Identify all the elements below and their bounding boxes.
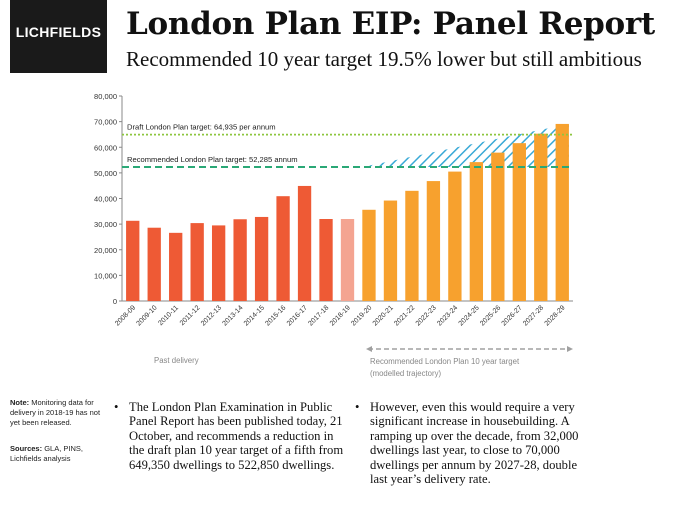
monitoring-note: Note: Monitoring data for delivery in 20…	[10, 398, 102, 428]
projected-annotation-line2: (modelled trajectory)	[370, 369, 441, 378]
bullet-marker: •	[355, 400, 360, 414]
y-tick-label: 30,000	[94, 220, 117, 229]
x-tick-label: 2014-15	[243, 304, 266, 327]
arrow-left-head	[366, 346, 372, 352]
x-tick-label: 2011-12	[179, 304, 202, 327]
bar-2024-25	[469, 162, 484, 301]
y-tick-label: 60,000	[94, 143, 117, 152]
x-tick-label: 2016-17	[286, 304, 309, 327]
bar-2010-11	[169, 232, 183, 301]
bar-2015-16	[276, 196, 290, 301]
past-delivery-annotation: Past delivery	[154, 356, 199, 365]
bar-2028-29	[555, 123, 569, 302]
y-tick-label: 10,000	[94, 271, 117, 280]
bar-2008-09	[126, 220, 140, 301]
bar-2014-15	[254, 216, 269, 301]
x-tick-label: 2024-25	[458, 304, 481, 327]
bar-2011-12	[190, 223, 204, 301]
x-tick-label: 2010-11	[157, 304, 180, 327]
x-tick-label: 2015-16	[264, 304, 287, 327]
x-tick-label: 2022-23	[415, 304, 438, 327]
arrow-right-head	[567, 346, 573, 352]
y-tick-label: 40,000	[94, 195, 117, 204]
x-tick-label: 2020-21	[372, 304, 395, 327]
bar-2027-28	[534, 133, 548, 301]
y-tick-label: 80,000	[94, 92, 117, 101]
x-tick-label: 2019-20	[350, 304, 373, 327]
bullet-text: The London Plan Examination in Public Pa…	[129, 400, 344, 472]
housing-delivery-chart: 0 10,000 20,000 30,000 40,000 50,000 60,000 70,…	[94, 92, 573, 378]
reference-line-label: Draft London Plan target: 64,935 per ann…	[127, 123, 276, 132]
x-tick-label: 2017-18	[307, 304, 330, 327]
x-tick-label: 2023-24	[436, 304, 459, 327]
bar-2009-10	[147, 227, 161, 301]
lichfields-logo: LICHFIELDS	[10, 0, 107, 73]
x-tick-label: 2013-14	[221, 304, 244, 327]
x-tick-label: 2026-27	[501, 304, 524, 327]
bar-2018-19	[340, 219, 355, 301]
page-subtitle: Recommended 10 year target 19.5% lower b…	[126, 47, 642, 71]
x-tick-label: 2009-10	[136, 304, 159, 327]
sources-label: Sources:	[10, 444, 43, 453]
bar-2022-23	[426, 181, 441, 301]
bar-2025-26	[491, 152, 505, 301]
note-text: Monitoring data for delivery in 2018-19 …	[10, 398, 101, 427]
bar-2021-22	[405, 190, 419, 301]
reference-line-label: Recommended London Plan target: 52,285 a…	[127, 155, 298, 164]
bar-2020-21	[383, 200, 398, 301]
x-tick-label: 2018-19	[329, 304, 352, 327]
sources-note: Sources: GLA, PINS, Lichfields analysis	[10, 444, 102, 464]
bar-2019-20	[362, 209, 376, 301]
bar-2013-14	[233, 219, 247, 301]
y-tick-label: 0	[113, 297, 117, 306]
x-tick-label: 2025-26	[479, 304, 502, 327]
bar-2026-27	[512, 143, 526, 301]
bullet-text: However, even this would require a very …	[370, 400, 579, 487]
x-tick-label: 2021-22	[393, 304, 416, 327]
x-tick-label: 2027-28	[522, 304, 545, 327]
x-tick-label: 2028-29	[544, 304, 567, 327]
bar-2017-18	[319, 219, 333, 301]
projected-annotation-line1: Recommended London Plan 10 year target	[370, 357, 520, 366]
bar-2012-13	[211, 225, 226, 301]
note-label: Note:	[10, 398, 30, 407]
y-tick-label: 20,000	[94, 246, 117, 255]
x-tick-label: 2008-09	[114, 304, 137, 327]
bar-2023-24	[448, 171, 462, 301]
x-tick-label: 2012-13	[200, 304, 223, 327]
bar-2016-17	[297, 185, 312, 301]
bullet-marker: •	[114, 400, 119, 414]
logo-text: LICHFIELDS	[15, 24, 102, 40]
sources-text: GLA, PINS, Lichfields analysis	[10, 444, 83, 463]
y-tick-label: 50,000	[94, 169, 117, 178]
page-title: London Plan EIP: Panel Report	[126, 6, 655, 42]
y-tick-label: 70,000	[94, 118, 117, 127]
